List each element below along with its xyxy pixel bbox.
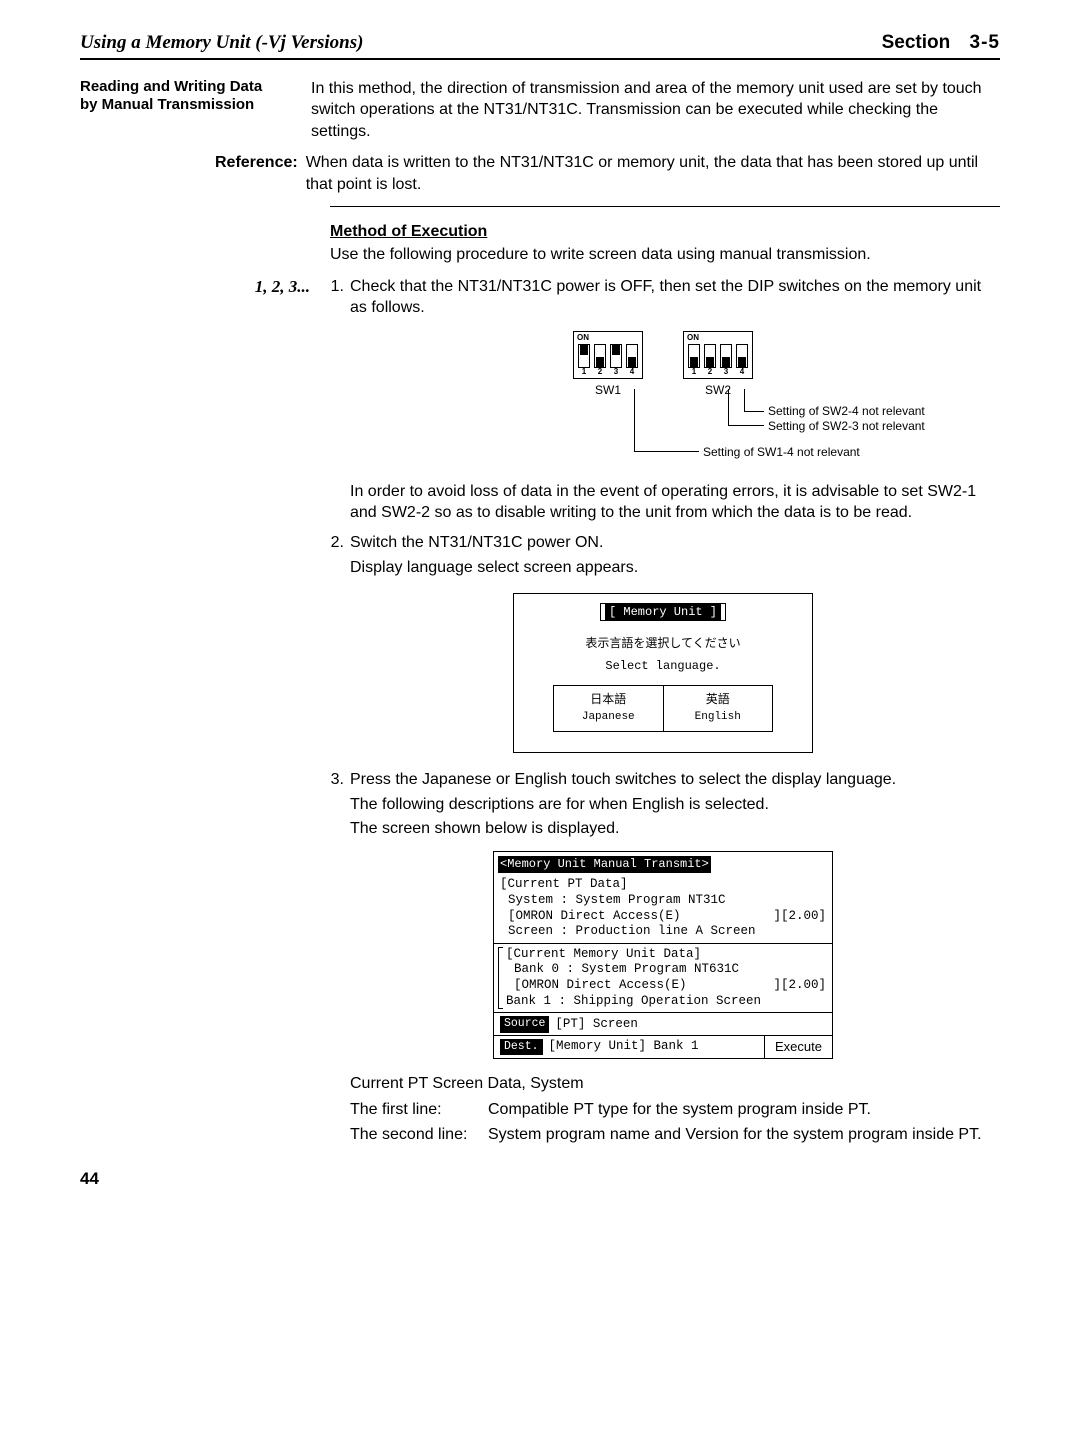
steps-prefix: 1, 2, 3... [240, 276, 310, 1146]
dest-value: [Memory Unit] Bank 1 [549, 1039, 699, 1055]
dip-switch-figure: ON 1234 SW1 ON 1234 SW2 [326, 331, 1000, 471]
bottom-heading: Current PT Screen Data, System [350, 1073, 1000, 1095]
intro-paragraph: In this method, the direction of transmi… [311, 78, 1000, 143]
dip-sw1: ON 1234 SW1 [573, 331, 643, 401]
sw1-label: SW1 [595, 382, 621, 398]
screen1-jp-line: 表示言語を選択してください [514, 636, 812, 652]
definition-list: The first line: Compatible PT type for t… [350, 1099, 1000, 1146]
method-section: Method of Execution Use the following pr… [330, 221, 1000, 266]
japanese-button[interactable]: 日本語 Japanese [554, 686, 664, 731]
header-title: Using a Memory Unit (-Vj Versions) [80, 30, 363, 56]
cpt-l2a: [OMRON Direct Access(E) [508, 909, 681, 925]
side-heading-l1: Reading and Writing Data [80, 78, 262, 95]
screen1-buttons: 日本語 Japanese 英語 English [553, 685, 773, 732]
side-heading: Reading and Writing Data by Manual Trans… [80, 78, 285, 143]
step-2: 2. Switch the NT31/NT31C power ON. [326, 532, 1000, 554]
cpt-l1: System : System Program NT31C [508, 893, 826, 909]
reference-text: When data is written to the NT31/NT31C o… [306, 152, 1000, 195]
step-1-num: 1. [326, 276, 344, 319]
source-label[interactable]: Source [500, 1016, 549, 1032]
cpt-l3: Screen : Production line A Screen [508, 924, 826, 940]
step-3: 3. Press the Japanese or English touch s… [326, 769, 1000, 791]
language-select-screen: [ Memory Unit ] 表示言語を選択してください Select lan… [513, 593, 813, 753]
method-intro: Use the following procedure to write scr… [330, 244, 1000, 266]
step-3-text: Press the Japanese or English touch swit… [350, 769, 1000, 791]
japanese-button-jp: 日本語 [590, 693, 626, 707]
page-header: Using a Memory Unit (-Vj Versions) Secti… [80, 30, 1000, 60]
english-button[interactable]: 英語 English [664, 686, 773, 731]
english-button-en: English [664, 710, 773, 725]
dip-on-label: ON [577, 333, 589, 344]
page-number: 44 [80, 1168, 1000, 1191]
current-pt-data: [Current PT Data] System : System Progra… [500, 877, 826, 940]
cmu-l2b: ][2.00] [773, 978, 826, 994]
cmu-l1: Bank 0 : System Program NT631C [514, 962, 826, 978]
step-3-sub1: The following descriptions are for when … [350, 794, 1000, 816]
cmu-l3: Bank 1 : Shipping Operation Screen [506, 994, 826, 1010]
steps: 1, 2, 3... 1. Check that the NT31/NT31C … [80, 276, 1000, 1146]
method-heading: Method of Execution [330, 221, 1000, 243]
step-2-sub: Display language select screen appears. [350, 557, 1000, 579]
english-button-jp: 英語 [706, 693, 730, 707]
reference-label: Reference: [215, 152, 298, 195]
step-1-text: Check that the NT31/NT31C power is OFF, … [350, 276, 1000, 319]
section-label: Section [882, 32, 951, 53]
step-list: 1. Check that the NT31/NT31C power is OF… [326, 276, 1000, 1146]
current-memory-unit-data: [Current Memory Unit Data] Bank 0 : Syst… [500, 947, 826, 1010]
callout-sw14: Setting of SW1-4 not relevant [703, 444, 860, 460]
execute-button[interactable]: Execute [764, 1036, 832, 1058]
screen2-footer: Dest. [Memory Unit] Bank 1 Execute [494, 1035, 832, 1058]
source-row: Source [PT] Screen [500, 1016, 826, 1032]
screen1-title: [ Memory Unit ] [601, 604, 725, 620]
screen1-en-line: Select language. [514, 658, 812, 674]
def2-key: The second line: [350, 1124, 480, 1146]
header-section: Section 3-5 [882, 30, 1000, 56]
dest-label[interactable]: Dest. [500, 1039, 543, 1055]
callout-sw24: Setting of SW2-4 not relevant [768, 403, 925, 419]
def1-val: Compatible PT type for the system progra… [488, 1099, 1000, 1121]
after-dip-text: In order to avoid loss of data in the ev… [350, 481, 1000, 524]
cpt-head: [Current PT Data] [500, 877, 826, 893]
callout-sw23: Setting of SW2-3 not relevant [768, 418, 925, 434]
step-1: 1. Check that the NT31/NT31C power is OF… [326, 276, 1000, 319]
step-2-num: 2. [326, 532, 344, 554]
section-number: 3-5 [970, 32, 1000, 53]
cpt-l2b: ][2.00] [773, 909, 826, 925]
step-3-sub2: The screen shown below is displayed. [350, 818, 1000, 840]
def1-key: The first line: [350, 1099, 480, 1121]
def2-val: System program name and Version for the … [488, 1124, 1000, 1146]
cmu-head: [Current Memory Unit Data] [506, 947, 826, 963]
screen2-title: <Memory Unit Manual Transmit> [498, 856, 711, 873]
source-value: [PT] Screen [555, 1017, 638, 1033]
dip-on-label-2: ON [687, 333, 699, 344]
step-3-num: 3. [326, 769, 344, 791]
step-2-text: Switch the NT31/NT31C power ON. [350, 532, 1000, 554]
intro-block: Reading and Writing Data by Manual Trans… [80, 78, 1000, 143]
dip-sw2: ON 1234 SW2 [683, 331, 753, 401]
divider [330, 206, 1000, 207]
japanese-button-en: Japanese [554, 710, 663, 725]
side-heading-l2: by Manual Transmission [80, 96, 254, 113]
cmu-l2a: [OMRON Direct Access(E) [514, 978, 687, 994]
reference-row: Reference: When data is written to the N… [80, 152, 1000, 195]
manual-transmit-screen: <Memory Unit Manual Transmit> [Current P… [493, 851, 833, 1059]
